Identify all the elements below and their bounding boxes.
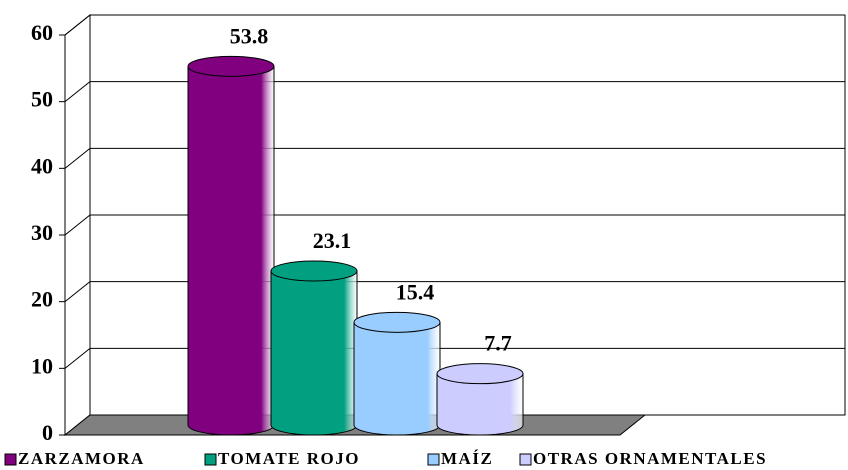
bar-shade (271, 271, 357, 425)
grid-line (64, 214, 845, 236)
legend-label: MAÍZ (441, 449, 493, 468)
value-label: 53.8 (230, 23, 269, 48)
legend-swatch (519, 453, 532, 466)
bar-top (436, 363, 524, 385)
grid-line (64, 347, 845, 369)
bar-shade (354, 322, 440, 425)
value-label: 23.1 (313, 228, 352, 253)
grid-line (64, 81, 845, 103)
bar (436, 373, 524, 436)
bar-top (270, 260, 358, 282)
grid-line (64, 147, 845, 169)
bar-top (353, 311, 441, 333)
value-label: 15.4 (396, 279, 435, 304)
legend-label: OTRAS ORNAMENTALES (533, 449, 767, 468)
grid-line (64, 14, 845, 36)
legend-label: TOMATE ROJO (218, 449, 360, 468)
bar-shade (188, 66, 274, 425)
bar-top (187, 55, 275, 77)
y-tick-label: 0 (42, 420, 53, 445)
legend-swatch (204, 453, 217, 466)
y-tick-label: 50 (31, 87, 53, 112)
legend-label: ZARZAMORA (18, 449, 145, 468)
legend-swatch (427, 453, 440, 466)
y-tick-label: 10 (31, 353, 53, 378)
legend-swatch (4, 453, 17, 466)
y-tick-label: 40 (31, 153, 53, 178)
grid-line (64, 281, 845, 303)
y-tick-label: 60 (31, 20, 53, 45)
y-tick-label: 20 (31, 287, 53, 312)
value-label: 7.7 (484, 331, 512, 356)
y-tick-label: 30 (31, 220, 53, 245)
